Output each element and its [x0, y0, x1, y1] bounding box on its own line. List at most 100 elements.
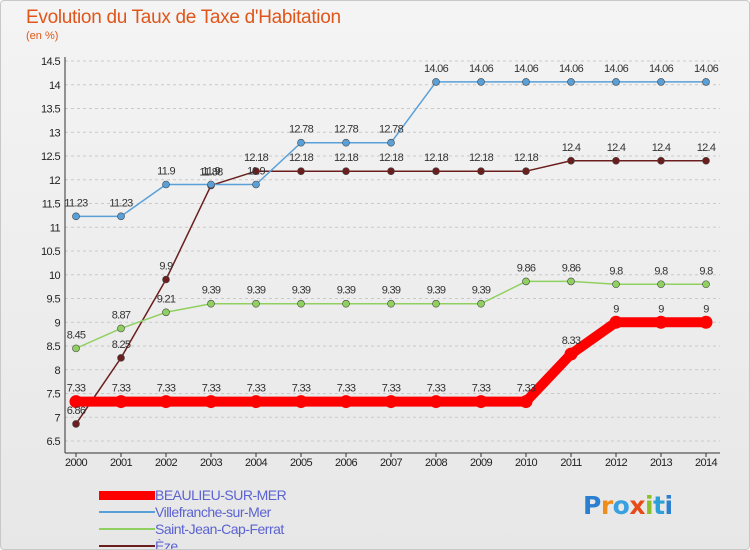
- data-label: 12.78: [334, 124, 359, 136]
- x-tick-label: 2000: [65, 457, 88, 469]
- data-label: 7.33: [517, 383, 536, 395]
- data-label: 9.39: [427, 285, 446, 297]
- data-label: 14.06: [604, 63, 629, 75]
- y-tick-label: 6.5: [47, 436, 61, 448]
- data-point: [654, 315, 668, 329]
- data-point: [342, 299, 350, 308]
- data-point: [519, 395, 533, 409]
- data-point: [657, 78, 665, 86]
- x-tick-label: 2011: [560, 457, 582, 469]
- data-point: [342, 138, 350, 147]
- data-point: [72, 420, 80, 428]
- data-label: 12.18: [334, 152, 359, 164]
- data-label: 7.33: [157, 383, 176, 395]
- x-tick-label: 2009: [470, 457, 493, 469]
- data-point: [252, 167, 260, 175]
- data-point: [387, 299, 395, 308]
- y-tick-label: 7.5: [47, 389, 61, 401]
- data-label: 6.86: [67, 405, 86, 417]
- data-point: [387, 138, 395, 147]
- data-point: [117, 354, 125, 362]
- data-point: [477, 299, 485, 308]
- data-label: 11.23: [64, 197, 88, 209]
- data-label: 9.8: [609, 265, 623, 277]
- data-label: 11.9: [247, 166, 265, 178]
- y-tick-label: 8.5: [47, 341, 61, 353]
- legend-label: BEAULIEU-SUR-MER: [155, 487, 287, 503]
- data-point: [387, 167, 395, 175]
- data-label: 9.8: [699, 265, 713, 277]
- data-point: [567, 156, 575, 165]
- data-point: [702, 78, 710, 86]
- x-tick-label: 2012: [605, 457, 628, 469]
- data-label: 11.9: [202, 166, 220, 178]
- x-tick-label: 2001: [110, 457, 133, 469]
- data-point: [699, 315, 713, 329]
- series-1: [72, 78, 710, 221]
- data-point: [702, 156, 710, 165]
- data-label: 9.39: [337, 285, 356, 297]
- data-label: 8.45: [67, 329, 86, 341]
- data-point: [114, 395, 128, 409]
- data-label: 7.33: [202, 383, 221, 395]
- data-point: [702, 280, 710, 289]
- data-point: [567, 277, 575, 286]
- y-tick-label: 11: [50, 222, 61, 234]
- data-point: [249, 395, 263, 409]
- data-label: 12.18: [289, 152, 314, 164]
- data-point: [252, 180, 260, 189]
- data-label: 11.9: [157, 166, 175, 178]
- data-label: 8.33: [562, 335, 581, 347]
- data-label: 9.39: [202, 285, 221, 297]
- data-point: [297, 299, 305, 308]
- data-label: 9.8: [654, 265, 668, 277]
- legend-swatch: [99, 511, 155, 513]
- x-tick-label: 2004: [245, 457, 268, 469]
- y-tick-label: 9.5: [47, 294, 61, 306]
- data-label: 12.18: [244, 152, 269, 164]
- legend-label: Saint-Jean-Cap-Ferrat: [155, 521, 284, 537]
- data-label: 12.4: [652, 142, 671, 154]
- data-point: [567, 78, 575, 86]
- data-label: 7.33: [112, 383, 131, 395]
- data-label: 9: [613, 303, 619, 315]
- data-point: [72, 344, 80, 353]
- data-point: [342, 167, 350, 175]
- data-label: 9.86: [562, 262, 581, 274]
- data-point: [339, 395, 353, 409]
- x-tick-label: 2002: [155, 457, 178, 469]
- data-point: [477, 167, 485, 175]
- y-tick-label: 9: [54, 317, 60, 329]
- legend-swatch: [99, 545, 155, 547]
- data-label: 9.9: [159, 261, 173, 273]
- data-label: 8.87: [112, 309, 131, 321]
- x-tick-label: 2008: [425, 457, 448, 469]
- data-point: [162, 308, 170, 317]
- data-point: [522, 78, 530, 86]
- data-point: [162, 275, 170, 284]
- x-tick-label: 2007: [380, 457, 403, 469]
- data-label: 12.78: [379, 124, 404, 136]
- data-label: 12.4: [697, 142, 716, 154]
- x-tick-label: 2005: [290, 457, 313, 469]
- data-label: 12.78: [289, 124, 314, 136]
- data-label: 9.39: [472, 285, 491, 297]
- data-point: [522, 277, 530, 286]
- data-point: [432, 78, 440, 86]
- proxiti-logo: Proxiti: [583, 491, 673, 520]
- chart-title: Evolution du Taux de Taxe d'Habitation: [26, 7, 341, 28]
- y-tick-label: 11.5: [42, 199, 61, 211]
- data-point: [162, 180, 170, 189]
- data-label: 14.06: [694, 63, 719, 75]
- y-tick-label: 12.5: [41, 151, 60, 163]
- data-label: 14.06: [559, 63, 584, 75]
- data-point: [294, 395, 308, 409]
- data-point: [72, 212, 80, 221]
- x-tick-label: 2010: [515, 457, 538, 469]
- y-tick-label: 7: [54, 412, 60, 424]
- data-point: [657, 280, 665, 289]
- y-tick-label: 13: [49, 127, 61, 139]
- y-tick-label: 10: [49, 270, 61, 282]
- data-label: 9: [703, 303, 709, 315]
